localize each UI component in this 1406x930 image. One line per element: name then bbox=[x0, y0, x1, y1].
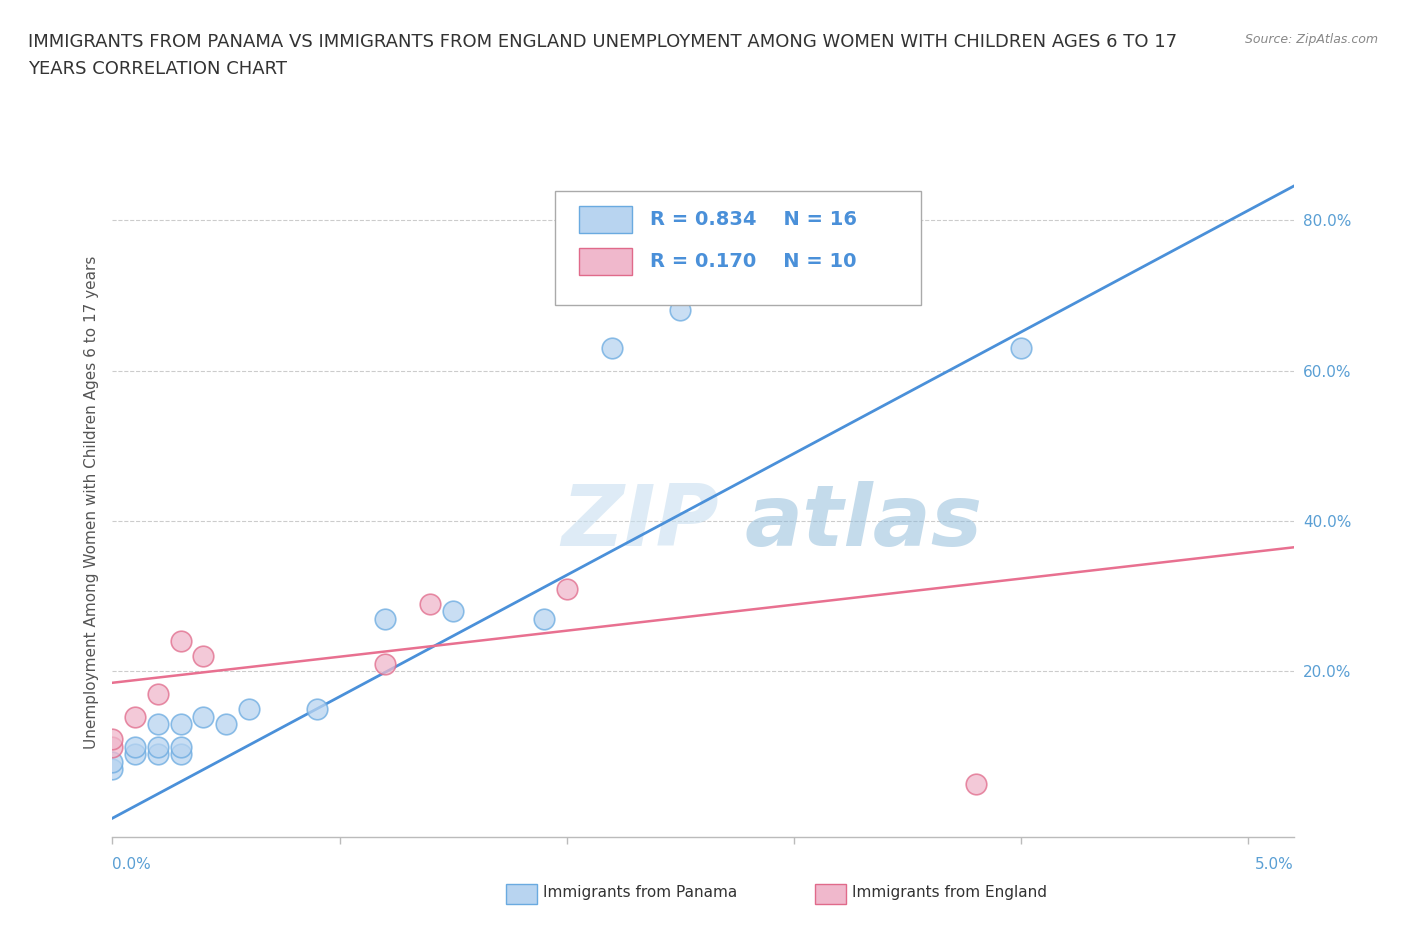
Text: Source: ZipAtlas.com: Source: ZipAtlas.com bbox=[1244, 33, 1378, 46]
Point bbox=[441, 604, 464, 618]
Text: Immigrants from England: Immigrants from England bbox=[852, 885, 1047, 900]
Point bbox=[1010, 340, 1032, 355]
Point bbox=[124, 710, 146, 724]
Point bbox=[374, 657, 396, 671]
FancyBboxPatch shape bbox=[579, 206, 633, 233]
Point bbox=[146, 686, 169, 701]
FancyBboxPatch shape bbox=[555, 191, 921, 305]
Point bbox=[169, 739, 191, 754]
Text: Immigrants from Panama: Immigrants from Panama bbox=[543, 885, 737, 900]
Text: IMMIGRANTS FROM PANAMA VS IMMIGRANTS FROM ENGLAND UNEMPLOYMENT AMONG WOMEN WITH : IMMIGRANTS FROM PANAMA VS IMMIGRANTS FRO… bbox=[28, 33, 1177, 50]
Text: YEARS CORRELATION CHART: YEARS CORRELATION CHART bbox=[28, 60, 287, 78]
Point bbox=[305, 701, 328, 716]
Text: ZIP: ZIP bbox=[561, 481, 718, 564]
Point bbox=[146, 717, 169, 732]
Point bbox=[124, 747, 146, 762]
Point bbox=[124, 739, 146, 754]
FancyBboxPatch shape bbox=[579, 247, 633, 274]
Point bbox=[101, 732, 124, 747]
Point bbox=[101, 762, 124, 777]
Point bbox=[965, 777, 987, 791]
Text: atlas: atlas bbox=[744, 481, 983, 564]
Point bbox=[555, 581, 578, 596]
Point bbox=[669, 303, 692, 318]
Point bbox=[600, 340, 623, 355]
Point bbox=[146, 739, 169, 754]
Point bbox=[193, 710, 215, 724]
Point bbox=[215, 717, 238, 732]
Point bbox=[374, 611, 396, 626]
Point bbox=[533, 611, 555, 626]
Point bbox=[169, 717, 191, 732]
Point bbox=[169, 634, 191, 649]
Point bbox=[101, 754, 124, 769]
Text: R = 0.834    N = 16: R = 0.834 N = 16 bbox=[650, 210, 856, 229]
Text: R = 0.170    N = 10: R = 0.170 N = 10 bbox=[650, 252, 856, 271]
Point bbox=[169, 747, 191, 762]
Point bbox=[101, 739, 124, 754]
Point bbox=[193, 649, 215, 664]
Point bbox=[146, 747, 169, 762]
Point bbox=[419, 596, 441, 611]
Y-axis label: Unemployment Among Women with Children Ages 6 to 17 years: Unemployment Among Women with Children A… bbox=[83, 256, 98, 749]
Point bbox=[238, 701, 260, 716]
Text: 0.0%: 0.0% bbox=[112, 857, 152, 872]
Text: 5.0%: 5.0% bbox=[1254, 857, 1294, 872]
